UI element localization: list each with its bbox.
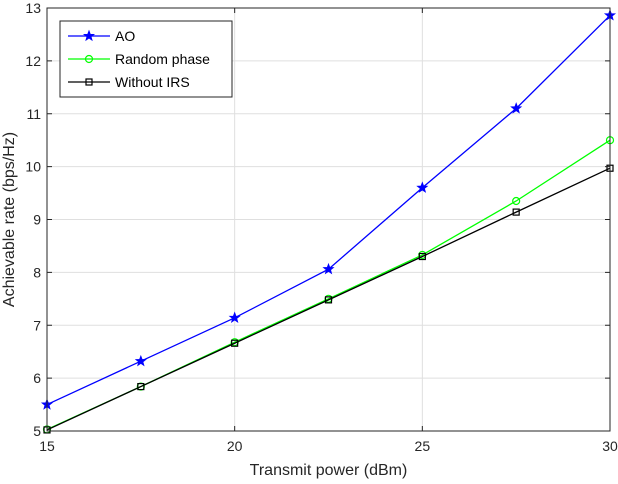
legend-item-ao: AO	[68, 28, 135, 44]
y-tick-label: 11	[26, 106, 41, 122]
series-line-random-phase	[46, 139, 611, 431]
legend-marker	[85, 78, 93, 86]
legend-label: Without IRS	[115, 74, 190, 90]
x-axis-label: Transmit power (dBm)	[250, 462, 408, 479]
y-tick-label: 13	[25, 0, 41, 16]
data-point-ao	[416, 181, 429, 193]
legend-label: Random phase	[115, 51, 210, 67]
y-tick-label: 8	[33, 264, 41, 280]
y-tick-label: 5	[33, 423, 41, 439]
y-tick-label: 6	[33, 370, 41, 386]
y-tick-label: 12	[25, 53, 41, 69]
tick-layer: 15 20 25 30 5 6 7 8 9 10 11 12 13	[25, 0, 618, 454]
data-point-without-irs	[324, 296, 333, 304]
x-tick-label: 30	[602, 438, 618, 454]
y-tick-label: 10	[25, 159, 41, 175]
data-point-ao	[510, 102, 523, 114]
data-point-without-irs	[231, 339, 239, 347]
data-point-ao	[228, 311, 241, 323]
legend: AO Random phase Without IRS	[59, 20, 233, 98]
data-point-ao	[134, 354, 147, 367]
x-tick-label: 20	[227, 438, 243, 454]
x-tick-label: 15	[39, 438, 55, 454]
legend-marker	[84, 54, 94, 64]
series-without-irs	[43, 164, 614, 434]
data-point-without-irs	[418, 252, 426, 261]
y-tick-label: 7	[33, 317, 41, 333]
y-tick-label: 9	[33, 212, 41, 228]
legend-item-random-phase: Random phase	[68, 51, 210, 67]
x-tick-label: 25	[415, 438, 431, 454]
data-point-ao	[322, 262, 335, 275]
series-random-phase	[42, 136, 615, 434]
y-axis-label: Achievable rate (bps/Hz)	[1, 132, 18, 307]
data-point-without-irs	[137, 382, 145, 391]
data-point-random-phase	[512, 196, 521, 206]
legend-item-without-irs: Without IRS	[68, 74, 190, 90]
legend-label: AO	[115, 28, 135, 44]
data-point-without-irs	[512, 208, 520, 216]
legend-marker	[82, 29, 96, 42]
series-line-without-irs	[46, 167, 611, 431]
